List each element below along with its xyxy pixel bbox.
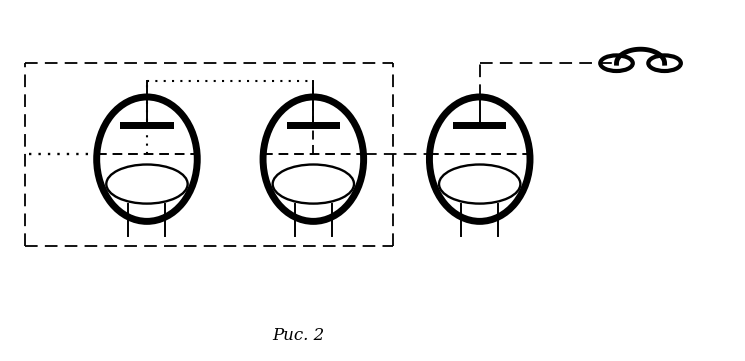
Text: Рис. 2: Рис. 2 [273, 327, 325, 344]
Bar [121, 122, 174, 129]
Bar [287, 122, 340, 129]
Bar [453, 122, 507, 129]
